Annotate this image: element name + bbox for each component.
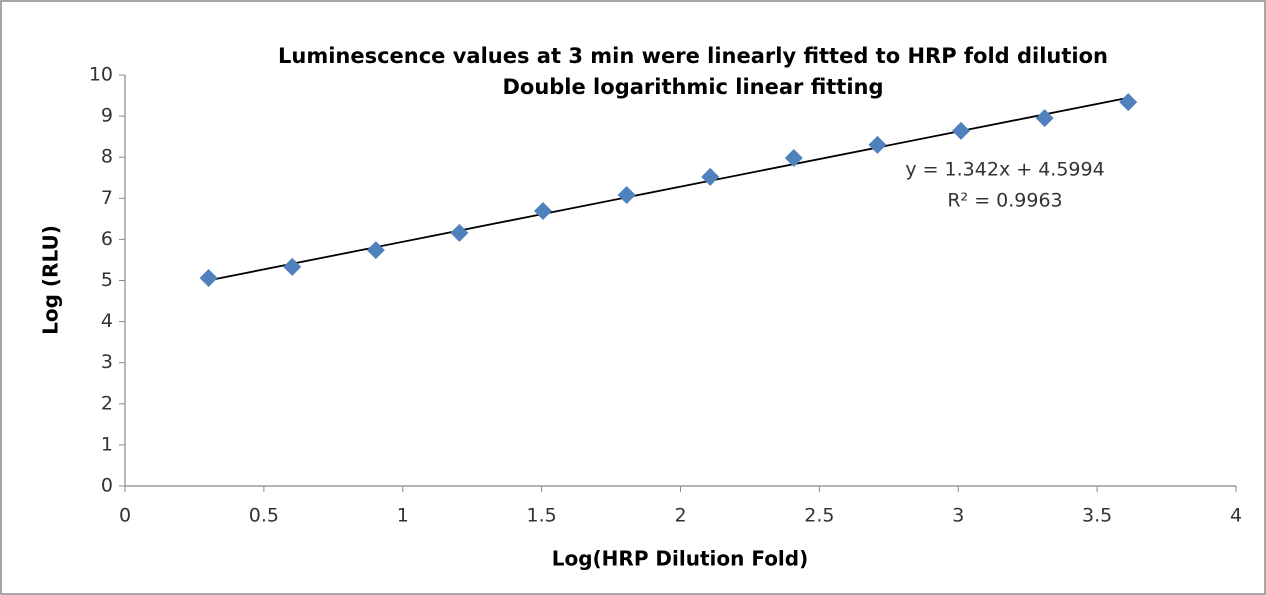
x-tick-label: 2 (674, 505, 686, 527)
point (1035, 109, 1054, 128)
y-tick-label: 4 (101, 310, 113, 332)
y-tick-label: 7 (101, 187, 113, 209)
x-tick-label: 1.5 (527, 505, 557, 527)
x-axis-label: Log(HRP Dilution Fold) (552, 547, 809, 571)
x-tick-label: 1 (397, 505, 409, 527)
point (534, 202, 553, 221)
point (701, 167, 720, 186)
chart-title: Luminescence values at 3 min were linear… (278, 44, 1108, 68)
x-tick-label: 3.5 (1082, 505, 1112, 527)
point (952, 121, 971, 140)
x-tick-label: 0.5 (249, 505, 279, 527)
point (617, 186, 636, 205)
y-tick-label: 10 (89, 64, 113, 86)
point (450, 223, 469, 242)
y-tick-label: 0 (101, 475, 113, 497)
point (283, 257, 302, 276)
y-tick-label: 8 (101, 146, 113, 168)
trendline (208, 96, 1129, 282)
x-tick-label: 0 (119, 505, 131, 527)
y-tick-label: 6 (101, 228, 113, 250)
x-tick-label: 4 (1230, 505, 1242, 527)
point (199, 269, 218, 288)
point (784, 149, 803, 168)
y-tick-label: 2 (101, 392, 113, 414)
trend-equation: y = 1.342x + 4.5994 (905, 159, 1104, 181)
chart-subtitle: Double logarithmic linear fitting (502, 75, 883, 99)
y-tick-label: 9 (101, 105, 113, 127)
point (366, 241, 385, 260)
point (868, 135, 887, 154)
y-tick-label: 1 (101, 433, 113, 455)
trend-r2: R² = 0.9963 (947, 190, 1062, 212)
x-tick-label: 3 (952, 505, 964, 527)
y-tick-label: 3 (101, 351, 113, 373)
y-axis-label: Log (RLU) (39, 225, 63, 335)
point (1119, 93, 1138, 112)
y-tick-label: 5 (101, 269, 113, 291)
x-tick-label: 2.5 (804, 505, 834, 527)
